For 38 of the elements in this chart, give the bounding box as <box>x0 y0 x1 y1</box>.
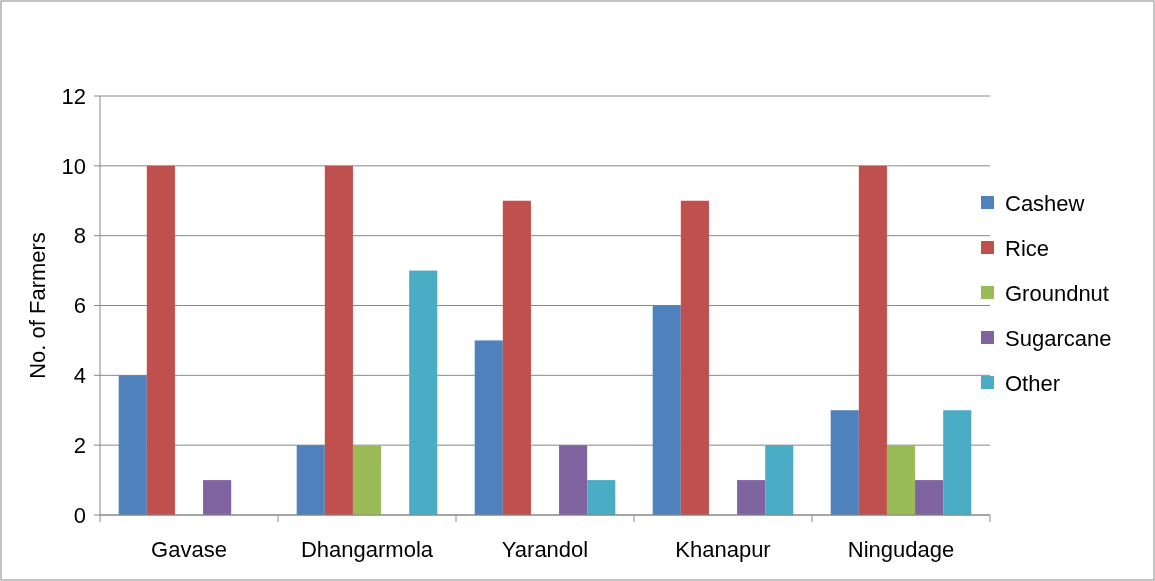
bar <box>830 410 859 515</box>
bar <box>943 410 972 515</box>
bar <box>858 165 887 515</box>
bar <box>409 270 438 515</box>
legend-label: Rice <box>1005 235 1050 261</box>
bar <box>680 200 709 515</box>
bar <box>915 480 944 515</box>
bar <box>118 375 147 515</box>
y-tick-label: 10 <box>61 153 86 179</box>
bar <box>502 200 531 515</box>
bar <box>474 340 503 515</box>
legend-label: Other <box>1005 370 1061 396</box>
bar <box>587 480 616 515</box>
bar <box>324 165 353 515</box>
bar <box>765 445 794 515</box>
bar <box>203 480 232 515</box>
x-tick-label: Khanapur <box>675 537 771 562</box>
bar <box>352 445 382 515</box>
bar <box>886 445 916 515</box>
bar <box>296 445 325 515</box>
y-tick-label: 4 <box>73 363 86 389</box>
legend-label: Sugarcane <box>1005 325 1112 351</box>
x-tick-label: Yarandol <box>501 537 589 562</box>
bar <box>146 165 175 515</box>
y-axis-title: No. of Farmers <box>25 232 50 379</box>
x-tick-label: Dhangarmola <box>300 537 434 562</box>
y-tick-label: 6 <box>73 293 86 319</box>
x-tick-label: Ningudage <box>847 537 955 562</box>
bar <box>737 480 766 515</box>
legend-label: Cashew <box>1005 190 1085 216</box>
legend-label: Groundnut <box>1005 280 1109 306</box>
y-tick-label: 12 <box>61 83 86 109</box>
x-tick-label: Gavase <box>151 537 227 562</box>
y-tick-label: 0 <box>73 502 86 528</box>
y-tick-label: 2 <box>73 432 86 458</box>
bar <box>652 305 681 515</box>
y-tick-label: 8 <box>73 223 86 249</box>
bar <box>559 445 588 515</box>
